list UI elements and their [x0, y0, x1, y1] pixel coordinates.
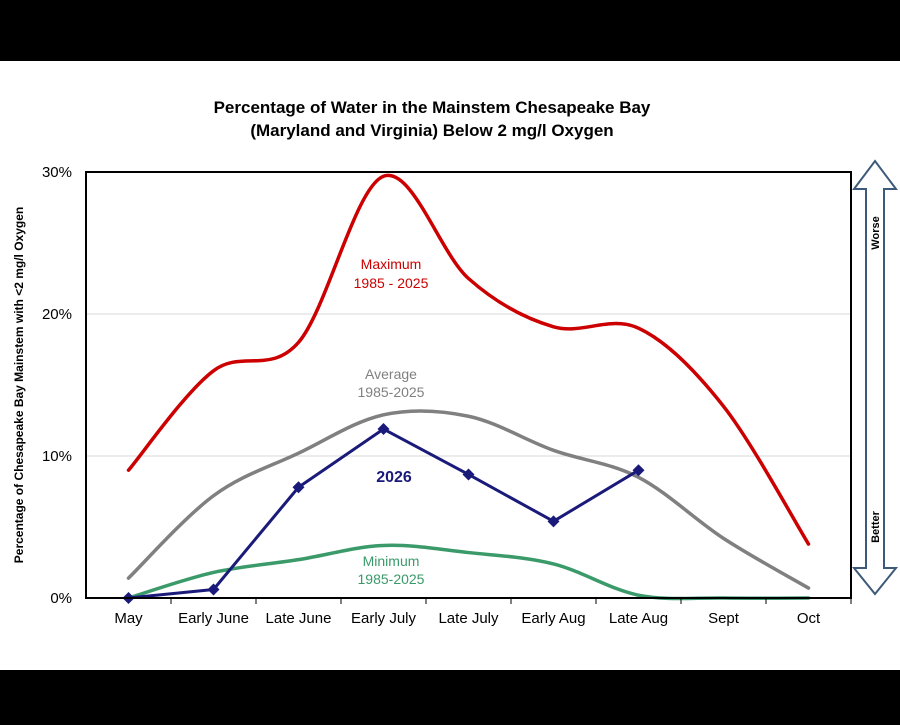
y-tick-labels: 0% 10% 20% 30% [42, 164, 72, 607]
series-point-y2026 [632, 464, 645, 477]
x-tick-label: Early June [178, 610, 249, 627]
series-line-min [126, 543, 811, 601]
min-label-line2: 1985-2025 [358, 571, 425, 587]
chart-title-line1: Percentage of Water in the Mainstem Ches… [214, 98, 651, 117]
series-point-y2026 [207, 583, 220, 596]
series-line-avg [126, 409, 811, 590]
chart-svg: Percentage of Water in the Mainstem Ches… [12, 98, 899, 627]
series-line-max [126, 173, 811, 546]
x-tick-label: Sept [708, 610, 740, 627]
x-tick-label: Late July [438, 610, 499, 627]
x-tick-label: Late June [266, 610, 332, 627]
gridlines [86, 313, 851, 457]
y-tick-label: 10% [42, 448, 72, 465]
series-2026-label: 2026 [376, 469, 412, 486]
y-tick-label: 30% [42, 164, 72, 181]
series-point-y2026 [377, 423, 390, 436]
series-point-y2026 [292, 481, 305, 494]
better-label: Better [870, 510, 882, 543]
x-tick-label: Early Aug [521, 610, 585, 627]
x-tick-label: Late Aug [609, 610, 668, 627]
series-point-y2026 [462, 468, 475, 481]
plot-area-border [85, 171, 852, 599]
avg-label-line2: 1985-2025 [358, 384, 425, 400]
avg-label-line1: Average [365, 366, 417, 382]
y-tick-label: 20% [42, 306, 72, 323]
series-point-y2026 [547, 515, 560, 528]
y-tick-label: 0% [50, 590, 72, 607]
x-tick-labels: May Early June Late June Early July Late Jul… [114, 598, 852, 627]
chart-frame: Percentage of Water in the Mainstem Ches… [0, 61, 900, 670]
x-tick-label: Oct [797, 610, 821, 627]
y-axis-label: Percentage of Chesapeake Bay Mainstem wi… [12, 207, 26, 563]
worse-label: Worse [870, 216, 882, 249]
chart-title-line2: (Maryland and Virginia) Below 2 mg/l Oxy… [250, 121, 613, 140]
max-label-line1: Maximum [361, 256, 422, 272]
min-label-line1: Minimum [363, 553, 420, 569]
x-tick-label: Early July [351, 610, 417, 627]
max-label-line2: 1985 - 2025 [354, 275, 429, 291]
x-tick-label: May [114, 610, 143, 627]
series-group [122, 173, 811, 604]
worse-better-arrow [851, 159, 899, 596]
